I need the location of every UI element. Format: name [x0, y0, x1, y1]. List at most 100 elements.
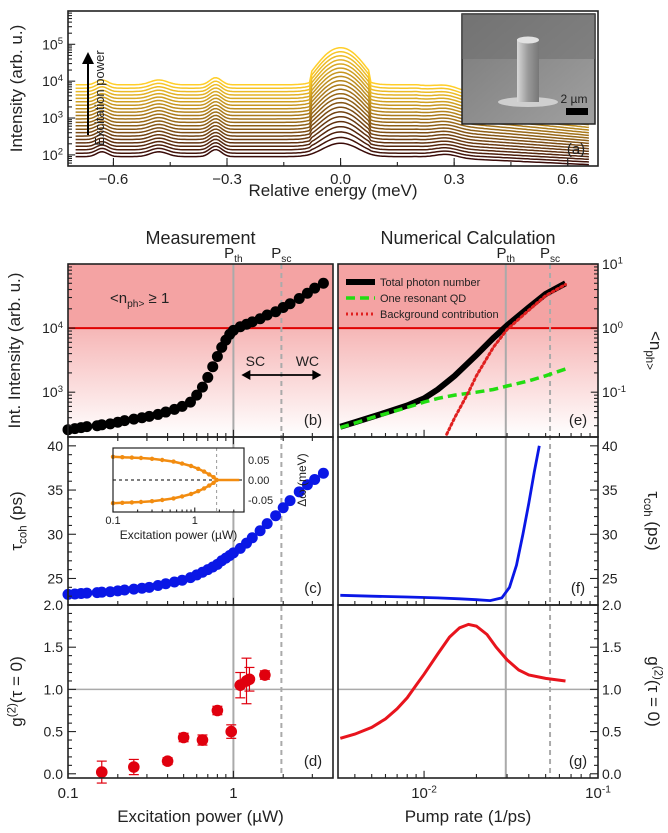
vline-label: Psc​	[540, 245, 560, 265]
arrow-head	[241, 370, 251, 380]
data-point	[211, 351, 223, 363]
data-point	[128, 413, 140, 425]
spectrum-line	[75, 106, 589, 147]
y-axis-label: g(2)​(τ = 0)	[7, 656, 26, 726]
data-point	[176, 400, 188, 412]
plot-frame	[337, 604, 599, 779]
panel-f: 25 30 35 40 τcoh​ (ps) (f)	[337, 436, 663, 606]
y-tick-label: 35	[47, 482, 63, 498]
spectrum-line	[75, 120, 589, 155]
data-point	[261, 518, 273, 530]
spectrum-line	[75, 142, 589, 166]
data-point	[96, 419, 108, 431]
data-point	[184, 396, 196, 408]
panel-label: (f)	[571, 580, 585, 597]
x-tick-label: −0.6	[99, 171, 129, 188]
data-point	[277, 502, 289, 514]
spectrum-line	[75, 136, 589, 163]
x-tick-label: 10-1​	[585, 784, 611, 802]
y-tick-label: 10-1​	[602, 384, 626, 400]
shaded-gradient	[338, 328, 598, 437]
data-point	[196, 734, 209, 746]
data-point	[254, 525, 266, 537]
regime-label-sc: SC	[246, 353, 265, 369]
data-point	[160, 578, 172, 590]
x-axis-label: Pump rate (1/ps)	[405, 807, 532, 826]
y-tick-label: 105​	[42, 36, 63, 52]
x-axis-label: Relative energy (meV)	[248, 181, 417, 200]
data-point	[128, 583, 140, 595]
x-tick-label: −0.3	[212, 171, 242, 188]
y-tick-label: 2.0	[602, 597, 622, 613]
scale-bar	[566, 108, 588, 115]
panel-label: (a)	[567, 141, 585, 158]
y-tick-label: 1.5	[44, 639, 64, 655]
arrow-head	[82, 52, 94, 64]
data-point	[317, 467, 329, 479]
inset-y-tick-label: -0.05	[248, 495, 273, 507]
data-point	[202, 371, 214, 383]
upper-branch	[112, 455, 218, 481]
data-point	[261, 309, 273, 321]
data-point	[81, 421, 93, 433]
spectrum-line	[75, 131, 589, 161]
vline-label: Pth​	[224, 245, 243, 265]
regime-label-wc: WC	[296, 353, 319, 369]
legend-label: One resonant QD	[380, 293, 466, 305]
panel-b: Pth​ Psc​ <nph>​ ≥ 1 SC WC 103​ 104​ Measuremen…	[5, 228, 334, 778]
threshold-label: <nph>​ ≥ 1	[110, 290, 169, 310]
scale-bar-label: 2 µm	[561, 92, 588, 106]
y-tick-label: 1.0	[44, 681, 64, 697]
data-point	[119, 415, 131, 427]
y-tick-label: 100​	[602, 320, 623, 336]
spectrum-line	[75, 88, 589, 137]
inset-x-label: Excitation power (µW)	[120, 528, 238, 542]
series-line	[339, 622, 566, 740]
y-tick-label: 1.5	[602, 639, 622, 655]
panel-label: (g)	[569, 753, 587, 770]
plot-frame	[337, 436, 599, 606]
inset-x-tick-label: 0.1	[105, 515, 120, 527]
shaded-region	[68, 264, 333, 329]
x-tick-label: 0.3	[444, 171, 465, 188]
spectrum-line	[75, 111, 589, 150]
x-tick-label: 0.0	[330, 171, 351, 188]
panel-label: (d)	[304, 753, 322, 770]
y-axis-label: <nph>​	[643, 331, 665, 370]
y-tick-label: 1.0	[602, 681, 622, 697]
y-tick-label: 104​	[42, 73, 64, 89]
data-point	[284, 495, 296, 507]
x-tick-label: 10-2​	[411, 784, 437, 802]
y-tick-label: 104​	[42, 320, 64, 336]
vline-label: Pth​	[497, 245, 516, 265]
panel-g: 0.0 0.5 1.0 1.5 2.0 10-2​ 10-1​ Pump rate (1/ps…	[337, 597, 663, 826]
inset-y-tick-label: 0.00	[248, 475, 269, 487]
pillar	[517, 39, 539, 102]
inset-y-label: Δω (meV)	[295, 453, 309, 506]
inset-frame	[112, 447, 245, 513]
x-tick-label: 0.1	[58, 785, 79, 802]
pillar-top	[517, 36, 539, 44]
spectrum-line	[75, 101, 589, 145]
shaded-region	[338, 264, 598, 329]
y-tick-label: 2.0	[44, 597, 64, 613]
panel-label: (e)	[569, 412, 587, 429]
data-point	[143, 581, 155, 593]
y-tick-label: 0.5	[602, 724, 622, 740]
data-point	[293, 292, 305, 304]
lower-branch	[112, 479, 218, 505]
data-point	[207, 361, 219, 373]
data-point	[246, 532, 258, 544]
inset-x-tick-label: 1	[192, 515, 198, 527]
y-tick-label: 40	[47, 438, 63, 454]
data-point	[81, 587, 93, 599]
data-point	[161, 755, 174, 767]
series-line	[339, 367, 567, 430]
y-tick-label: 40	[602, 438, 618, 454]
x-tick-label: 0.6	[557, 171, 578, 188]
data-point	[176, 574, 188, 586]
panel-c: 25 30 35 40 τcoh​ (ps) (c) 0.1 1 0.05 0.00 -0.05 Ex…	[7, 436, 334, 606]
data-point	[293, 486, 305, 498]
data-point	[196, 381, 208, 393]
